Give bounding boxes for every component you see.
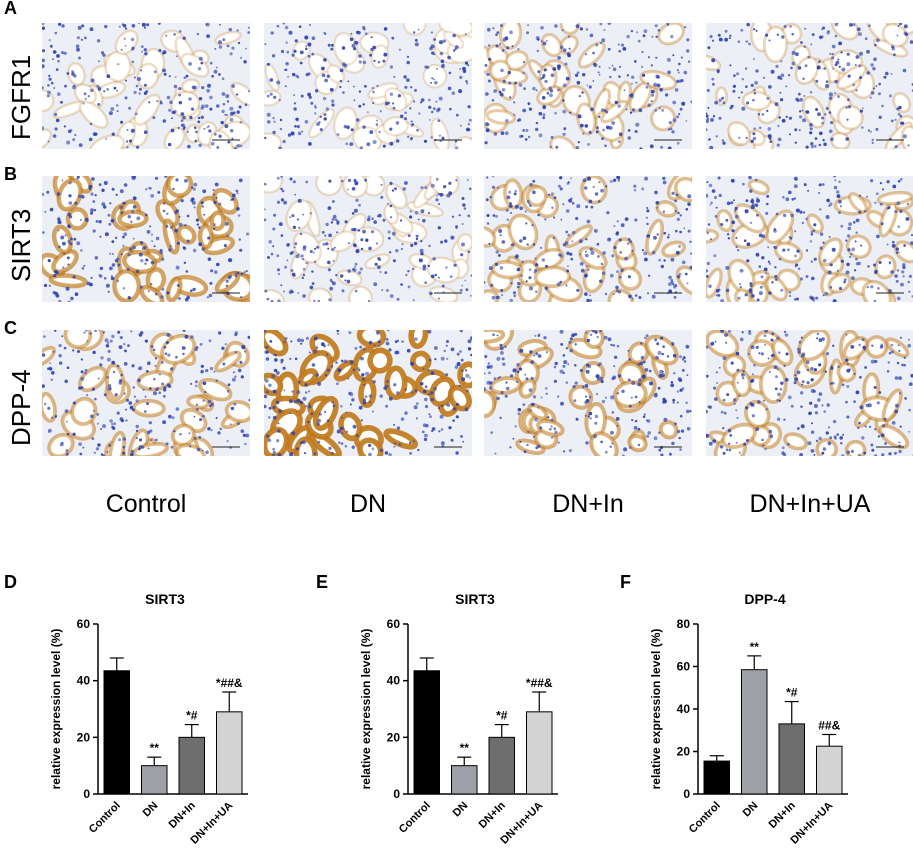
y-axis-label: relative expression level (%) — [359, 629, 373, 790]
chart-title: SIRT3 — [145, 591, 185, 607]
y-tick-label: 20 — [677, 745, 691, 759]
panel-label-d: D — [4, 572, 17, 592]
significance-label: ** — [150, 741, 160, 755]
y-tick-label: 40 — [387, 674, 401, 688]
bar-dn — [141, 765, 168, 795]
row-label-dpp4: DPP-4 — [6, 369, 36, 446]
x-tick-label: DN — [741, 800, 761, 820]
column-label-dninua: DN+In+UA — [749, 490, 871, 518]
significance-label: ** — [460, 741, 470, 755]
bar-dn-in — [178, 736, 205, 795]
micrograph-sirt3-0 — [42, 176, 250, 302]
significance-label: *# — [496, 709, 508, 723]
bar-dn-in-ua — [816, 745, 843, 795]
y-tick-label: 0 — [83, 787, 90, 801]
chart-e-svg: SIRT3 relative expression level (%) 0 20 40 6… — [359, 591, 558, 847]
x-tick-label: DN+In — [767, 799, 798, 830]
y-axis-label: relative expression level (%) — [49, 629, 63, 790]
significance-label: ** — [750, 640, 760, 654]
chart-f-svg: DPP-4 relative expression level (%) 0 20 40 6… — [649, 591, 848, 847]
panel-label-b: B — [4, 164, 17, 184]
y-tick-label: 20 — [77, 730, 91, 744]
panel-label-f: F — [620, 572, 631, 592]
significance-label: *# — [186, 709, 198, 723]
micrograph-fgfr1-2 — [484, 23, 692, 149]
x-tick-label: DN — [451, 800, 471, 820]
y-tick-label: 60 — [677, 660, 691, 674]
panel-label-a: A — [4, 0, 17, 18]
significance-label: ##& — [818, 719, 840, 733]
micrograph-fgfr1-1 — [264, 23, 472, 149]
bar-control — [413, 670, 440, 795]
chart-d-svg: SIRT3 relative expression level (%) 0 20 40 6… — [49, 591, 248, 847]
y-axis-label: relative expression level (%) — [649, 629, 663, 790]
y-tick-label: 80 — [677, 617, 691, 631]
bar-control — [103, 670, 130, 795]
y-tick-label: 40 — [77, 674, 91, 688]
panel-label-e: E — [316, 572, 329, 592]
bar-dn-in-ua — [216, 711, 243, 795]
bar-dn — [451, 765, 478, 795]
micrograph-dpp-4-3 — [706, 330, 913, 456]
micrograph-dpp-4-0 — [42, 330, 250, 456]
micrograph-sirt3-2 — [484, 176, 692, 302]
micrograph-sirt3-1 — [264, 176, 472, 302]
column-label-dnin: DN+In — [552, 490, 624, 518]
y-tick-label: 60 — [387, 617, 401, 631]
significance-label: *##& — [526, 676, 553, 690]
bar-dn-in — [778, 723, 805, 795]
x-tick-label: DN+In — [167, 799, 198, 830]
significance-label: *# — [786, 686, 798, 700]
chart-f: DPP-4 relative expression level (%) 0 20 40 6… — [620, 580, 910, 860]
bar-dn — [741, 669, 768, 795]
x-tick-label: DN+In — [477, 799, 508, 830]
x-tick-label: Control — [87, 800, 123, 836]
y-tick-label: 0 — [683, 787, 690, 801]
bar-control — [703, 760, 730, 795]
x-tick-label: Control — [687, 800, 723, 836]
row-label-fgfr1: FGFR1 — [6, 54, 36, 140]
column-label-dn: DN — [349, 490, 387, 518]
y-tick-label: 60 — [77, 617, 91, 631]
x-tick-label: Control — [397, 800, 433, 836]
chart-title: SIRT3 — [455, 591, 495, 607]
micrograph-fgfr1-3 — [706, 23, 913, 149]
micrograph-dpp-4-2 — [484, 330, 692, 456]
micrograph-fgfr1-0 — [42, 23, 250, 149]
chart-d: SIRT3 relative expression level (%) 0 20 40 6… — [20, 580, 310, 860]
micrograph-sirt3-3 — [706, 176, 913, 302]
bar-dn-in — [488, 736, 515, 795]
panel-label-c: C — [4, 318, 17, 338]
column-label-control: Control — [105, 490, 187, 518]
x-tick-label: DN — [141, 800, 161, 820]
significance-label: *##& — [216, 676, 243, 690]
chart-title: DPP-4 — [744, 591, 785, 607]
y-tick-label: 20 — [387, 730, 401, 744]
bar-dn-in-ua — [526, 711, 553, 795]
row-label-sirt3: SIRT3 — [6, 208, 36, 282]
micrograph-dpp-4-1 — [264, 330, 472, 456]
y-tick-label: 40 — [677, 702, 691, 716]
y-tick-label: 0 — [393, 787, 400, 801]
chart-e: SIRT3 relative expression level (%) 0 20 40 6… — [330, 580, 620, 860]
